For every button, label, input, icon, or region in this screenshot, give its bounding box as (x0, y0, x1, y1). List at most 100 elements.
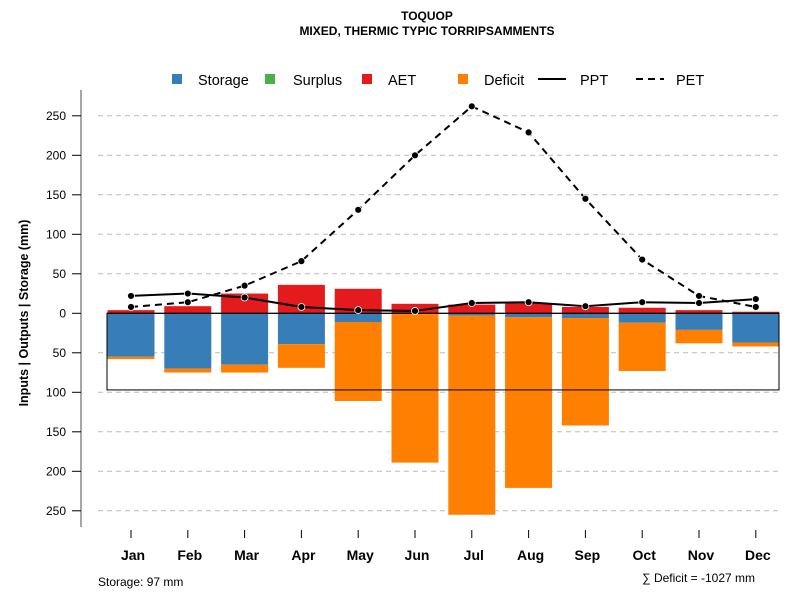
ppt-point (467, 299, 476, 307)
ppt-point (524, 298, 533, 307)
storage-bar (221, 313, 269, 365)
deficit-bar (221, 364, 269, 373)
deficit-bar (391, 314, 439, 463)
pet-line (130, 105, 756, 308)
pet-point (127, 303, 135, 311)
y-tick-label: 150 (46, 188, 66, 202)
y-tick-label: 100 (46, 227, 66, 241)
legend-label-surplus: Surplus (293, 73, 342, 89)
legend-label-storage: Storage (198, 73, 249, 89)
y-axis-label: Inputs | Outputs | Storage (mm) (17, 220, 31, 407)
storage-bar (448, 313, 496, 316)
deficit-bar (618, 322, 666, 371)
bars (106, 284, 780, 515)
pet-point (297, 257, 306, 266)
deficit-bar (164, 368, 212, 373)
ppt-point (411, 307, 419, 315)
y-tick-label: 50 (53, 346, 67, 360)
storage-bar (164, 313, 212, 369)
ppt-point (240, 293, 249, 302)
ppt-point (183, 289, 192, 298)
storage-bar (505, 313, 553, 318)
aet-bar (107, 310, 155, 314)
x-tick-label: May (347, 547, 374, 563)
ppt-point (127, 292, 135, 300)
y-tick-label: 200 (46, 464, 66, 478)
y-tick-label: 50 (53, 267, 67, 281)
deficit-bar (675, 329, 723, 344)
ppt-point (751, 295, 760, 303)
x-tick-label: Nov (688, 547, 715, 563)
deficit-bar (732, 342, 780, 347)
pet-point (581, 194, 590, 203)
lines (127, 102, 760, 315)
storage-bar (561, 313, 609, 319)
y-tick-label: 0 (59, 306, 66, 320)
storage-bar (334, 313, 382, 322)
pet-point (240, 281, 249, 290)
ppt-point (638, 298, 647, 307)
y-tick-label: 250 (46, 504, 66, 518)
x-tick-label: Aug (517, 547, 544, 563)
pet-point (638, 255, 647, 264)
storage-bar (277, 313, 325, 345)
deficit-bar (561, 318, 609, 426)
ppt-point (581, 302, 590, 311)
gridlines (98, 115, 780, 512)
aet-bar (505, 303, 553, 314)
deficit-bar (277, 344, 325, 368)
y-tick-label: 150 (46, 425, 66, 439)
axes: 250 200 150 100 50 0 50 100 150 200 250 Jan Feb Mar Ap… (46, 90, 771, 563)
deficit-bar (505, 317, 553, 488)
aet-bar (448, 304, 496, 314)
x-tick-label: Sep (575, 547, 601, 563)
y-tick-label: 250 (46, 109, 66, 123)
deficit-bar (107, 356, 155, 360)
x-tick-label: Mar (234, 547, 259, 563)
y-tick-label: 100 (46, 385, 66, 399)
pet-point (751, 303, 760, 311)
ppt-point (354, 306, 363, 315)
legend-label-deficit: Deficit (484, 73, 524, 89)
legend-label-pet: PET (676, 73, 704, 89)
pet-point (183, 298, 192, 307)
x-tick-label: Feb (177, 547, 202, 563)
aet-bar (618, 307, 666, 314)
x-tick-label: Oct (633, 547, 657, 563)
legend-swatch-surplus (265, 74, 275, 84)
legend-label-aet: AET (388, 73, 416, 89)
chart-subtitle: MIXED, THERMIC TYPIC TORRIPSAMMENTS (299, 24, 554, 38)
x-tick-label: Jan (121, 547, 145, 563)
x-tick-label: Jun (405, 547, 430, 563)
x-tick-label: Dec (745, 547, 771, 563)
aet-bar (164, 306, 212, 314)
chart-title: TOQUOP (401, 9, 453, 23)
storage-bar (732, 313, 780, 343)
storage-bar (107, 313, 155, 357)
aet-bar (561, 306, 609, 314)
ppt-point (695, 299, 703, 307)
aet-bar (675, 310, 723, 314)
pet-point (467, 102, 476, 111)
storage-bar (675, 313, 723, 330)
deficit-sum-note: ∑ Deficit = -1027 mm (642, 571, 755, 585)
legend-label-ppt: PPT (580, 73, 608, 89)
aet-bar (732, 311, 780, 314)
pet-point (411, 151, 419, 160)
pet-point (695, 292, 703, 300)
ppt-point (297, 303, 306, 311)
legend-swatch-deficit (458, 74, 468, 84)
ppt-line (130, 292, 756, 312)
pet-point (524, 128, 533, 137)
y-tick-label: 200 (46, 148, 66, 162)
legend-swatch-storage (172, 74, 182, 84)
pet-point (354, 205, 363, 214)
deficit-bar (334, 321, 382, 401)
legend: Storage Surplus AET Deficit PPT PET (172, 73, 704, 89)
storage-bar (618, 313, 666, 323)
storage-note: Storage: 97 mm (98, 575, 183, 589)
x-tick-label: Jul (464, 547, 484, 563)
legend-swatch-aet (362, 74, 372, 84)
deficit-bar (448, 315, 496, 515)
